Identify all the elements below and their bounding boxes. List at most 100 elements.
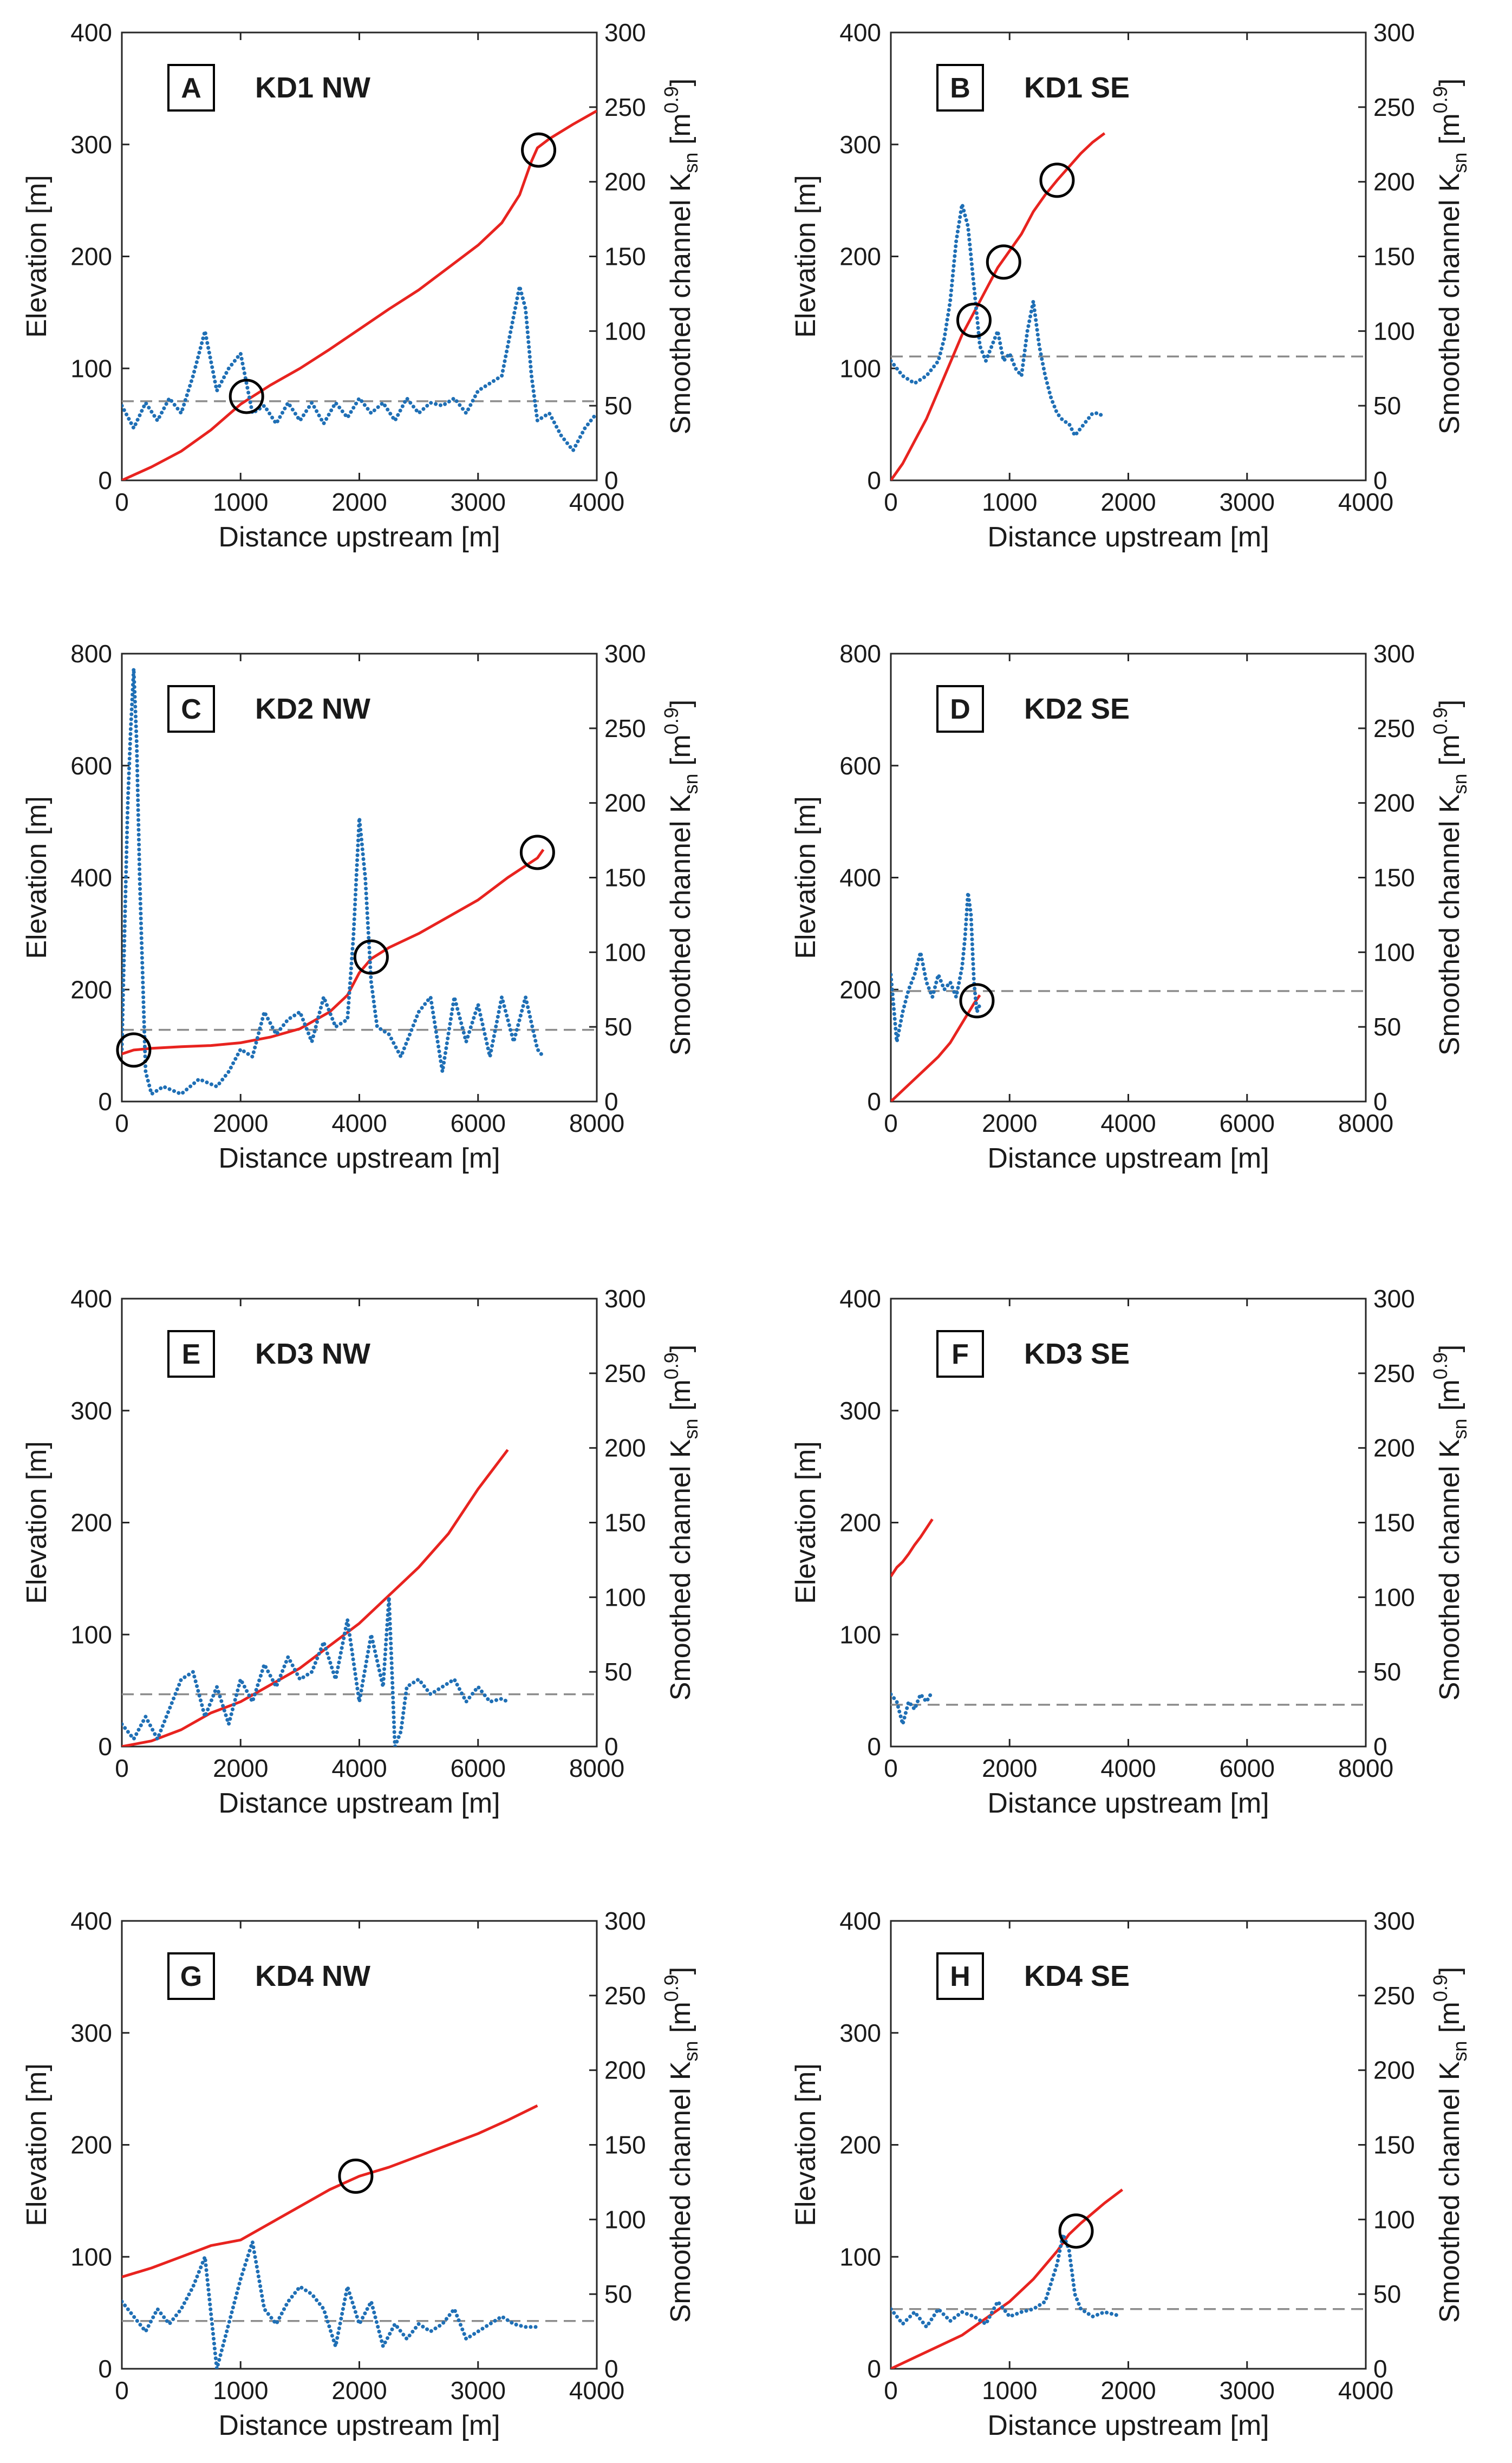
- x-tick-label: 2000: [213, 1754, 268, 1782]
- y-tick-label-right: 0: [604, 1732, 618, 1761]
- y-axis-title-right: Smoothed channel Ksn [m0.9]: [660, 1967, 702, 2323]
- y-tick-label-left: 400: [839, 1285, 881, 1313]
- y-tick-label-right: 50: [1373, 1658, 1401, 1686]
- elevation-series: [891, 1518, 934, 1578]
- y-tick-label-right: 50: [604, 1013, 632, 1041]
- y-tick-label-left: 0: [98, 2355, 112, 2383]
- y-tick-label-right: 50: [1373, 2280, 1401, 2308]
- y-tick-label-left: 400: [70, 864, 112, 892]
- y-tick-label-left: 300: [70, 1397, 112, 1425]
- y-tick-label-left: 200: [839, 975, 881, 1004]
- y-tick-label-right: 250: [1373, 1359, 1415, 1387]
- x-axis-title: Distance upstream [m]: [218, 522, 500, 553]
- y-tick-label-right: 200: [1373, 789, 1415, 817]
- y-tick-label-left: 400: [70, 18, 112, 47]
- y-tick-label-left: 300: [839, 1397, 881, 1425]
- x-tick-label: 4000: [331, 1754, 387, 1782]
- x-tick-label: 2000: [1100, 488, 1156, 516]
- plot-area: [891, 2188, 1366, 2369]
- panel-letter: F: [951, 1339, 969, 1370]
- panel-a: 0 1000 2000 3000 400001002003004000501001502…: [21, 18, 702, 553]
- x-tick-label: 4000: [1338, 488, 1393, 516]
- elevation-series: [891, 2188, 1124, 2369]
- x-axis-title: Distance upstream [m]: [218, 1788, 500, 1819]
- y-tick-label-right: 300: [604, 640, 646, 668]
- panel-label-box: [936, 1952, 984, 2000]
- x-axis-title: Distance upstream [m]: [987, 1143, 1269, 1174]
- ksn-series: [122, 667, 545, 1096]
- y-axis-title-right: Smoothed channel Ksn [m0.9]: [1429, 1967, 1471, 2323]
- x-tick-label: 8000: [569, 1754, 624, 1782]
- y-tick-label-right: 100: [604, 938, 646, 966]
- knickpoint-marker: [116, 1032, 152, 1068]
- x-axis-title: Distance upstream [m]: [218, 1143, 500, 1174]
- y-tick-label-right: 150: [604, 1509, 646, 1537]
- y-tick-label-right: 150: [1373, 864, 1415, 892]
- y-tick-label-right: 300: [1373, 1907, 1415, 1935]
- knickpoint-marker: [956, 302, 992, 338]
- y-tick-label-left: 0: [867, 1087, 881, 1116]
- y-tick-label-left: 200: [70, 2131, 112, 2159]
- elevation-series: [891, 994, 981, 1102]
- y-tick-label-left: 400: [839, 1907, 881, 1935]
- panel-letter: G: [180, 1961, 202, 1992]
- x-axis-title: Distance upstream [m]: [987, 2410, 1269, 2441]
- panel-title: KD3 NW: [255, 1338, 370, 1370]
- y-tick-label-right: 150: [604, 2131, 646, 2159]
- y-tick-label-left: 400: [70, 1285, 112, 1313]
- y-tick-label-right: 300: [604, 1907, 646, 1935]
- x-tick-label: 1000: [982, 488, 1037, 516]
- y-tick-label-left: 0: [98, 466, 112, 494]
- panel-letter: E: [182, 1339, 201, 1370]
- y-tick-label-right: 100: [604, 2205, 646, 2233]
- panel-label-box: [936, 1330, 984, 1378]
- y-tick-label-right: 0: [604, 2355, 618, 2383]
- y-tick-label-right: 300: [604, 1285, 646, 1313]
- panel-b: 0 1000 2000 3000 400001002003004000501001502…: [790, 18, 1471, 553]
- y-tick-label-left: 400: [70, 1907, 112, 1935]
- y-axis-title-right: Smoothed channel Ksn [m0.9]: [1429, 700, 1471, 1056]
- y-tick-label-left: 600: [839, 752, 881, 780]
- y-tick-label-left: 200: [839, 1509, 881, 1537]
- x-tick-label: 2000: [982, 1109, 1037, 1137]
- y-tick-label-left: 800: [839, 640, 881, 668]
- elevation-series: [122, 109, 597, 480]
- ksn-series: [891, 890, 982, 1044]
- x-tick-label: 2000: [1100, 2376, 1156, 2405]
- plot-area: [891, 1518, 1366, 1726]
- panel-letter: H: [950, 1961, 970, 1992]
- ksn-series: [122, 284, 597, 453]
- y-tick-label-right: 250: [1373, 93, 1415, 121]
- x-axis-title: Distance upstream [m]: [987, 1788, 1269, 1819]
- x-tick-label: 1000: [213, 488, 268, 516]
- y-tick-label-right: 150: [604, 864, 646, 892]
- x-tick-label: 0: [115, 2376, 129, 2405]
- y-tick-label-right: 300: [1373, 1285, 1415, 1313]
- x-axis-title: Distance upstream [m]: [218, 2410, 500, 2441]
- y-axis-title-right: Smoothed channel Ksn [m0.9]: [660, 700, 702, 1056]
- x-tick-label: 0: [115, 1109, 129, 1137]
- panel-c: 0 2000 4000 6000 800002004006008000501001502…: [21, 640, 702, 1174]
- y-tick-label-right: 300: [1373, 640, 1415, 668]
- x-tick-label: 1000: [982, 2376, 1037, 2405]
- x-tick-label: 0: [884, 2376, 898, 2405]
- x-tick-label: 4000: [1100, 1109, 1156, 1137]
- y-axis-title-right: Smoothed channel Ksn [m0.9]: [660, 1345, 702, 1701]
- y-tick-label-right: 0: [1373, 1087, 1387, 1116]
- panel-title: KD2 NW: [255, 693, 370, 725]
- y-tick-label-right: 100: [1373, 1583, 1415, 1611]
- x-tick-label: 0: [884, 1109, 898, 1137]
- x-tick-label: 4000: [1100, 1754, 1156, 1782]
- y-axis-title-right: Smoothed channel Ksn [m0.9]: [1429, 79, 1471, 435]
- y-axis-title-left: Elevation [m]: [21, 175, 53, 338]
- y-tick-label-left: 600: [70, 752, 112, 780]
- knickpoint-marker: [986, 244, 1021, 280]
- panel-d: 0 2000 4000 6000 800002004006008000501001502…: [790, 640, 1471, 1174]
- y-tick-label-left: 200: [70, 243, 112, 271]
- y-tick-label-left: 800: [70, 640, 112, 668]
- panel-g: 0 1000 2000 3000 400001002003004000501001502…: [21, 1907, 702, 2441]
- x-tick-label: 2000: [982, 1754, 1037, 1782]
- y-tick-label-right: 200: [1373, 168, 1415, 196]
- panel-letter: A: [181, 73, 201, 104]
